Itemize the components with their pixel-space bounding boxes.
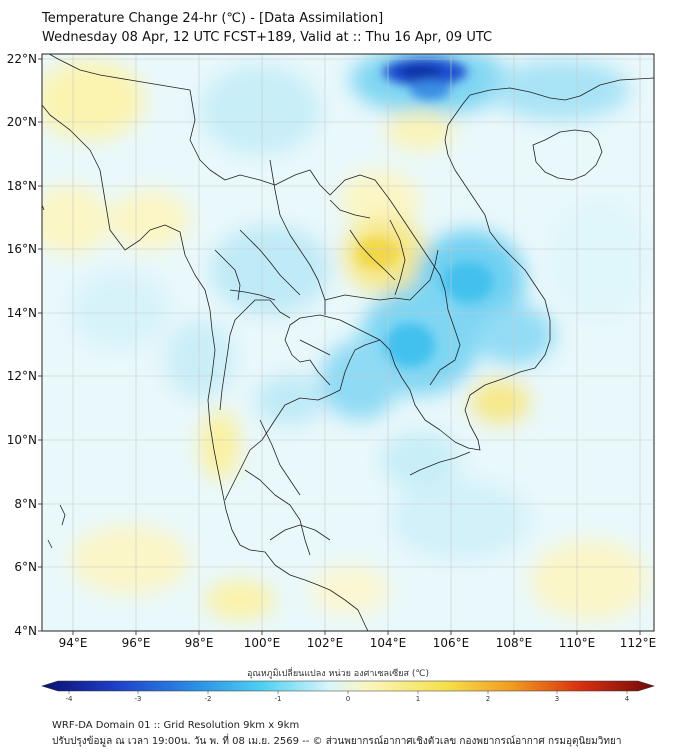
colorbar-tick-label: 1 bbox=[416, 695, 420, 703]
lat-tick-label: 14°N bbox=[7, 306, 37, 320]
lat-tick-label: 8°N bbox=[14, 497, 37, 511]
lon-tick-label: 94°E bbox=[59, 636, 88, 650]
colorbar-tick-label: 0 bbox=[346, 695, 350, 703]
map-subtitle: Wednesday 08 Apr, 12 UTC FCST+189, Valid… bbox=[42, 30, 493, 45]
lon-tick-label: 104°E bbox=[370, 636, 407, 650]
longitude-labels: 94°E 96°E 98°E 100°E 102°E 104°E 106°E 1… bbox=[59, 636, 657, 650]
coastlines-and-borders bbox=[42, 54, 654, 631]
lat-tick-label: 6°N bbox=[14, 560, 37, 574]
lon-tick-label: 108°E bbox=[496, 636, 533, 650]
lon-tick-label: 98°E bbox=[185, 636, 214, 650]
lat-tick-label: 10°N bbox=[7, 433, 37, 447]
colorbar-label: อุณหภูมิเปลี่ยนแปลง หน่วย องศาเซลเซียส (… bbox=[246, 669, 430, 679]
colorbar-tick-label: 2 bbox=[486, 695, 490, 703]
map-title: Temperature Change 24-hr (℃) - [Data Ass… bbox=[42, 11, 384, 26]
lat-tick-label: 20°N bbox=[7, 115, 37, 129]
temperature-field bbox=[42, 54, 654, 631]
colorbar-tick-label: -3 bbox=[135, 695, 142, 703]
colorbar-ramp bbox=[40, 680, 656, 692]
lon-tick-label: 102°E bbox=[307, 636, 344, 650]
lat-tick-label: 16°N bbox=[7, 242, 37, 256]
colorbar-tick-label: -4 bbox=[66, 695, 74, 703]
lon-tick-label: 110°E bbox=[559, 636, 596, 650]
axis-ticks bbox=[38, 58, 641, 635]
lon-tick-label: 100°E bbox=[244, 636, 281, 650]
colorbar-tick-label: -2 bbox=[205, 695, 212, 703]
lon-tick-label: 96°E bbox=[122, 636, 151, 650]
latitude-labels: 22°N 20°N 18°N 16°N 14°N 12°N 10°N 8°N 6… bbox=[7, 52, 37, 638]
map-frame bbox=[41, 53, 655, 632]
colorbar-tick-label: -1 bbox=[275, 695, 282, 703]
lat-tick-label: 22°N bbox=[7, 52, 37, 66]
colorbar-tick-label: 4 bbox=[625, 695, 630, 703]
graticule bbox=[42, 54, 654, 631]
lat-tick-label: 12°N bbox=[7, 369, 37, 383]
footer-credit: ปรับปรุงข้อมูล ณ เวลา 19:00น. วัน พ. ที่… bbox=[52, 736, 622, 747]
lon-tick-label: 112°E bbox=[620, 636, 657, 650]
lon-tick-label: 106°E bbox=[433, 636, 470, 650]
lat-tick-label: 18°N bbox=[7, 179, 37, 193]
lat-tick-label: 4°N bbox=[14, 624, 37, 638]
colorbar: -4 -3 -2 -1 0 1 2 3 4 bbox=[40, 680, 656, 703]
footer-model-info: WRF-DA Domain 01 :: Grid Resolution 9km … bbox=[52, 720, 300, 731]
colorbar-tick-label: 3 bbox=[555, 695, 559, 703]
